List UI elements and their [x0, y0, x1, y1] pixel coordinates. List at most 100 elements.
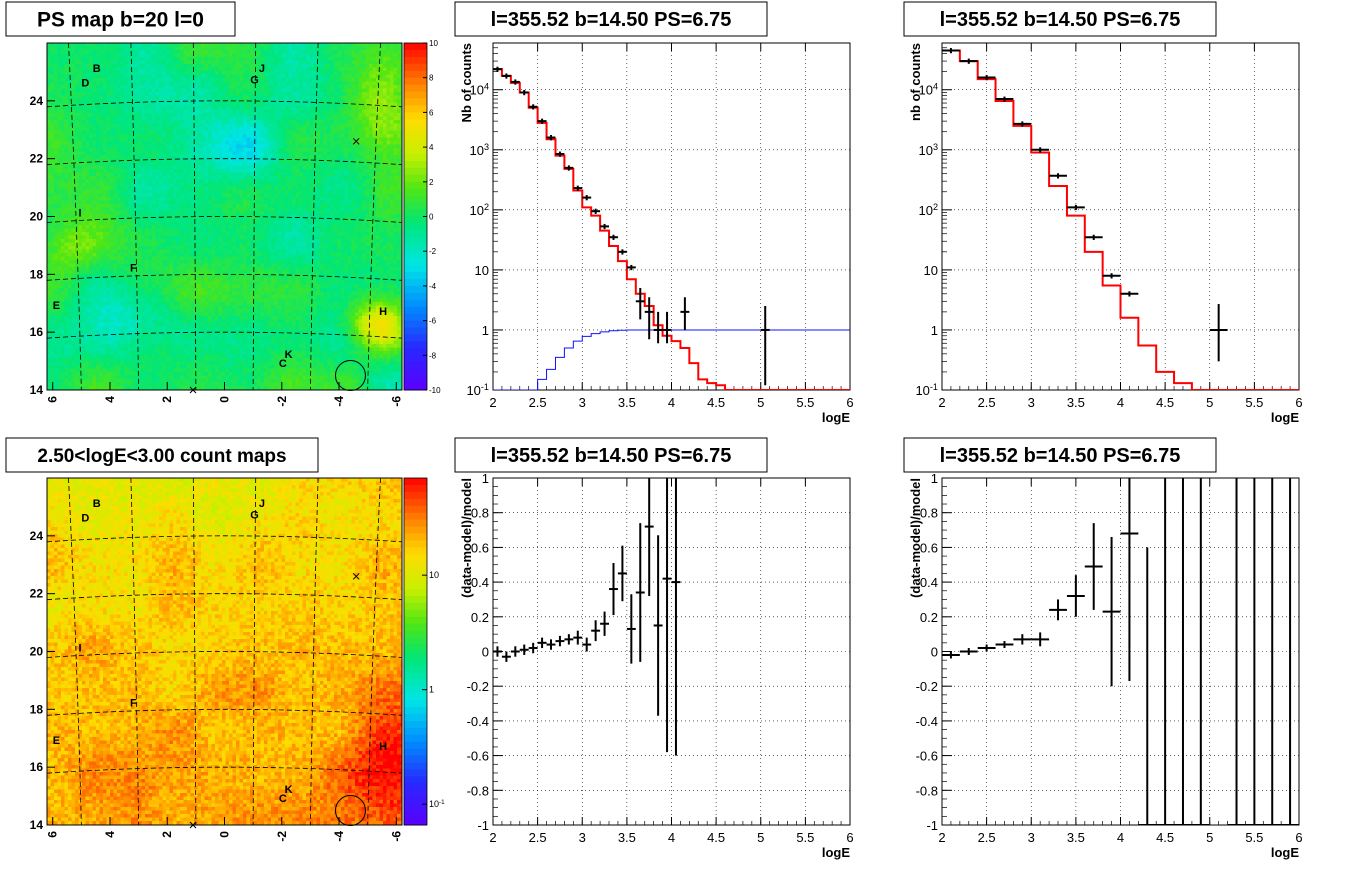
y-tick-label: 16 — [30, 760, 44, 774]
x-tick-label: 4.5 — [707, 830, 725, 845]
colorbar-segment — [404, 328, 427, 335]
y-tick-label: 18 — [30, 267, 44, 281]
colorbar-segment — [404, 133, 427, 140]
y-tick-label: 24 — [30, 529, 44, 543]
y-tick-label: 14 — [30, 383, 44, 397]
colorbar-tick-label: -10 — [429, 386, 441, 395]
source-label: H — [379, 306, 387, 318]
y-tick-label: 10-1 — [466, 382, 489, 398]
grid-lines — [942, 478, 1299, 825]
source-label: I — [78, 208, 81, 220]
y-tick-label: 24 — [30, 94, 44, 108]
x-tick-label: 4 — [668, 395, 675, 410]
colorbar-segment — [404, 50, 427, 57]
y-tick-label: 10-1 — [915, 382, 938, 398]
colorbar-segment — [404, 707, 427, 714]
colorbar-segment — [404, 341, 427, 348]
source-label: I — [78, 643, 81, 655]
x-tick-label: 6 — [46, 396, 60, 403]
x-tick-label: 3.5 — [1067, 830, 1085, 845]
colorbar-segment — [404, 210, 427, 217]
colorbar-segment — [404, 679, 427, 686]
y-tick-label: -0.6 — [467, 749, 489, 764]
colorbar-segment — [404, 499, 427, 506]
x-tick-label: 5 — [757, 830, 764, 845]
colorbar-segment — [404, 554, 427, 561]
y-tick-label: 0.2 — [471, 610, 489, 625]
colorbar-segment — [404, 749, 427, 756]
colorbar-segment — [404, 161, 427, 168]
heatmap-cells — [47, 478, 404, 828]
source-label: B — [93, 498, 101, 510]
colorbar-segment — [404, 112, 427, 119]
x-tick-label: -4 — [332, 396, 346, 407]
y-tick-label: -0.4 — [467, 714, 489, 729]
x-tick-label: 4 — [1117, 395, 1124, 410]
x-tick-label: 3 — [1028, 830, 1035, 845]
source-label: G — [250, 509, 259, 521]
colorbar-tick-label: -4 — [429, 282, 437, 291]
y-tick-label: 102 — [918, 202, 938, 218]
source-label: D — [81, 77, 89, 89]
colorbar-segment — [404, 582, 427, 589]
source-label: C — [279, 793, 287, 805]
colorbar-segment — [404, 596, 427, 603]
chart-title: l=355.52 b=14.50 PS=6.75 — [491, 445, 732, 467]
colorbar-segment — [404, 721, 427, 728]
source-label: J — [259, 63, 265, 75]
colorbar-segment — [404, 589, 427, 596]
colorbar-segment — [404, 776, 427, 783]
x-tick-label: 2 — [938, 395, 945, 410]
x-axis-label: logE — [822, 845, 850, 860]
y-tick-label: 14 — [30, 818, 44, 832]
colorbar-tick-label: 1 — [429, 685, 434, 695]
x-tick-label: -6 — [389, 831, 403, 842]
colorbar-segment — [404, 610, 427, 617]
colorbar-segment — [404, 603, 427, 610]
colorbar-segment — [404, 71, 427, 78]
y-tick-label: 1 — [482, 471, 489, 486]
y-axis-label: (data-model)/model — [908, 478, 923, 598]
colorbar-segment — [404, 804, 427, 811]
colorbar-segment — [404, 769, 427, 776]
source-label: E — [53, 735, 60, 747]
colorbar-segment — [404, 189, 427, 196]
colorbar-segment — [404, 492, 427, 499]
colorbar-segment — [404, 369, 427, 376]
colorbar-segment — [404, 797, 427, 804]
colorbar-segment — [404, 763, 427, 770]
y-axis-label: (data-model)/model — [459, 478, 474, 598]
colorbar-tick-label: 10-1 — [429, 799, 445, 810]
y-tick-label: 10 — [924, 263, 938, 278]
colorbar-tick-label: 8 — [429, 74, 434, 83]
colorbar-segment — [404, 119, 427, 126]
x-tick-label: 5.5 — [796, 395, 814, 410]
source-label: J — [259, 498, 265, 510]
x-tick-label: 4 — [668, 830, 675, 845]
y-tick-label: 1 — [931, 323, 938, 338]
colorbar-segment — [404, 237, 427, 244]
x-tick-label: 3.5 — [618, 395, 636, 410]
x-tick-label: 5.5 — [1245, 830, 1263, 845]
colorbar-segment — [404, 321, 427, 328]
colorbar-segment — [404, 314, 427, 321]
x-tick-label: 6 — [1295, 830, 1302, 845]
colorbar-segment — [404, 78, 427, 85]
x-tick-label: -2 — [275, 831, 289, 842]
title-box: l=355.52 b=14.50 PS=6.75 — [904, 2, 1216, 36]
source-label: D — [81, 512, 89, 524]
colorbar-segment — [404, 348, 427, 355]
colorbar-segment — [404, 756, 427, 763]
colorbar-segment — [404, 728, 427, 735]
y-tick-label: -0.4 — [916, 714, 938, 729]
colorbar-segment — [404, 217, 427, 224]
chart-title: PS map b=20 l=0 — [37, 9, 204, 32]
y-axis-label: nb of counts — [908, 43, 923, 121]
colorbar-segment — [404, 286, 427, 293]
colorbar-segment — [404, 43, 427, 50]
colorbar-segment — [404, 714, 427, 721]
